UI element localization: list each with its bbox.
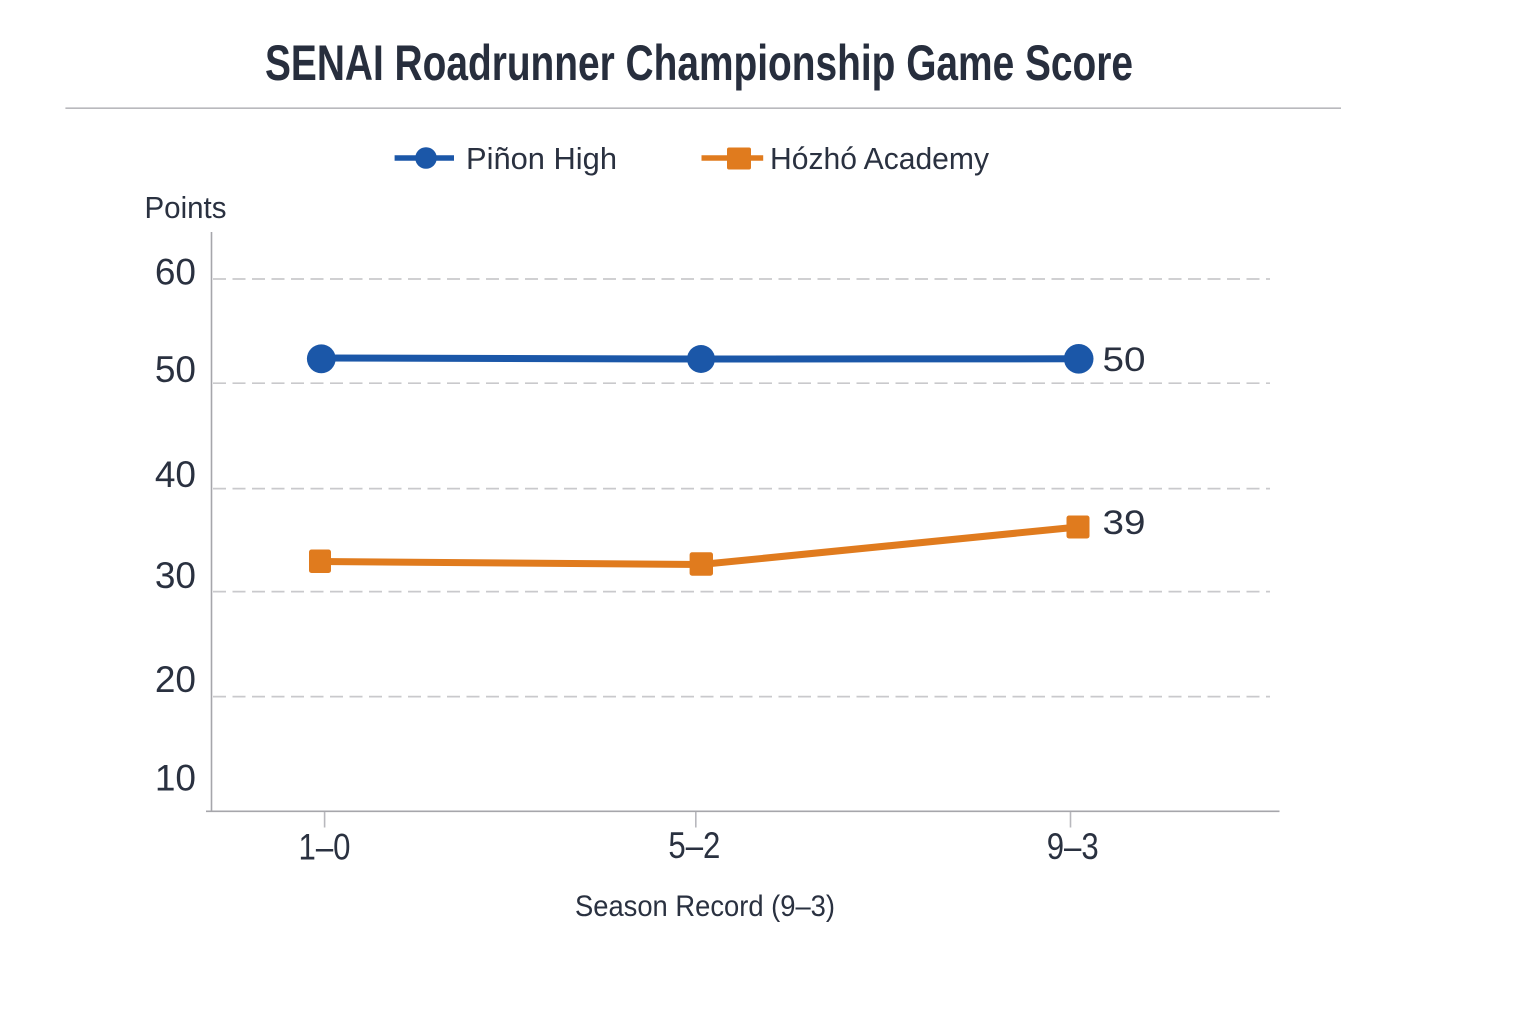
svg-text:20: 20 [155,659,196,700]
svg-text:SENAI Roadrunner Championship: SENAI Roadrunner Championship Game Score [265,35,1133,91]
svg-text:30: 30 [155,555,196,596]
svg-text:1–0: 1–0 [299,827,351,868]
svg-text:60: 60 [155,252,196,293]
svg-text:40: 40 [155,454,196,495]
svg-text:9–3: 9–3 [1047,826,1099,867]
svg-text:Points: Points [145,190,227,225]
svg-text:Season Record (9–3): Season Record (9–3) [575,890,835,923]
svg-text:50: 50 [155,349,196,390]
svg-text:10: 10 [155,758,196,799]
svg-text:50: 50 [1103,341,1146,379]
svg-text:Piñon High: Piñon High [466,141,617,176]
svg-text:Hózhó Academy: Hózhó Academy [770,141,989,176]
svg-text:39: 39 [1103,504,1146,542]
svg-text:5–2: 5–2 [668,825,720,866]
